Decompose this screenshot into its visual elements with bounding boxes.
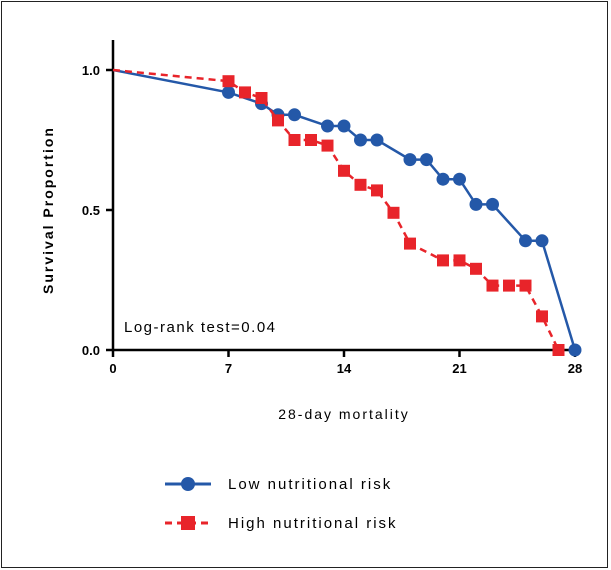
data-point-square [305,134,317,146]
series-line-2 [112,68,560,351]
y-axis-label: Survival Proportion [40,126,56,294]
x-tick-label: 14 [337,361,352,376]
x-tick-label: 0 [109,361,116,376]
data-point-square [354,178,367,191]
legend: Low nutritional risk High nutritional ris… [165,476,398,532]
data-point-circle [321,119,334,133]
data-point-square [222,75,235,88]
data-point-square [321,139,334,152]
data-point-square [437,254,449,267]
x-tick-label: 7 [225,361,232,376]
y-tick-label: 0.5 [82,203,100,218]
legend-label-2: High nutritional risk [228,515,398,532]
data-point-circle [519,234,532,248]
x-axis-label: 28-day mortality [278,406,410,422]
data-point-square [272,114,284,127]
data-point-circle [337,119,351,133]
data-point-circle [568,343,582,357]
data-point-square [552,344,565,356]
data-point-circle [222,85,235,99]
annotation: Log-rank test=0.04 [124,319,277,336]
series-layer [112,68,582,357]
data-point-circle [288,108,301,122]
data-point-circle [453,172,466,186]
data-point-square [387,206,400,219]
data-point-square [371,184,383,197]
legend-marker-circle [181,477,195,491]
data-point-square [470,262,482,275]
x-tick-label: 28 [568,361,582,376]
data-point-circle [403,153,417,167]
data-point-circle [354,133,367,147]
data-point-square [288,134,301,146]
legend-label-1: Low nutritional risk [228,476,392,493]
data-point-circle [486,197,499,211]
data-point-square [519,279,532,292]
data-point-square [338,164,350,177]
y-tick-label: 1.0 [82,63,100,78]
axes: 0 7 14 21 28 0.0 0.5 1.0 [82,40,582,376]
data-point-square [404,237,416,250]
data-point-square [255,92,268,104]
data-point-square [486,279,499,292]
data-point-circle [535,234,549,248]
data-point-square [453,254,466,267]
data-point-circle [469,197,483,211]
series-line-1 [112,68,577,351]
data-point-circle [420,153,433,167]
data-point-square [503,279,515,292]
data-point-square [239,86,251,99]
x-tick-label: 21 [452,361,466,376]
data-point-circle [370,133,384,147]
data-point-square [536,310,548,323]
y-tick-label: 0.0 [82,343,100,358]
data-point-circle [436,172,450,186]
legend-marker-square [181,516,195,530]
